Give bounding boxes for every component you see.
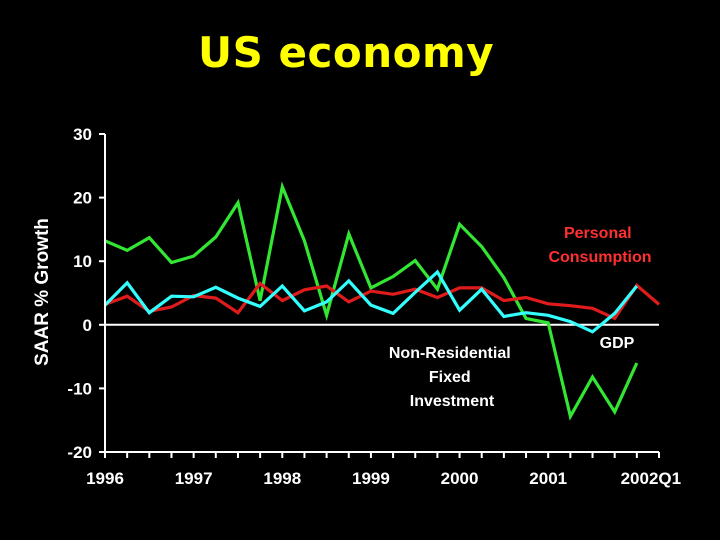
y-tick-label: -20 xyxy=(67,443,92,462)
annotation-non-residential-fixed-investment: Non-Residential Fixed Investment xyxy=(389,345,515,410)
slide-title: US economy xyxy=(198,28,495,77)
series-line-gdp xyxy=(103,269,639,334)
y-tick-label: 10 xyxy=(73,252,92,271)
annotation-personal-consumption-line-2: Consumption xyxy=(548,249,651,266)
x-tick-label: 1996 xyxy=(86,469,124,488)
x-tick-label: 1997 xyxy=(175,469,213,488)
x-tick-label: 2000 xyxy=(441,469,479,488)
annotation-personal-consumption: Personal Consumption xyxy=(548,225,651,266)
x-tick-label: 1999 xyxy=(352,469,390,488)
y-tick-label: 20 xyxy=(73,189,92,208)
series-line-personal-consumption xyxy=(104,281,661,321)
annotation-gdp-line-1: GDP xyxy=(600,335,635,352)
annotation-personal-consumption-line-1: Personal xyxy=(564,225,632,242)
y-tick-label: 0 xyxy=(83,316,92,335)
x-tick-label: 2001 xyxy=(529,469,567,488)
y-tick-label: 30 xyxy=(73,125,92,144)
y-axis-title: SAAR % Growth xyxy=(32,218,53,366)
x-tick-label: 1998 xyxy=(263,469,301,488)
x-tick-label: 2002Q1 xyxy=(621,469,682,488)
annotation-gdp: GDP xyxy=(600,335,635,352)
y-tick-label: -10 xyxy=(67,379,92,398)
annotation-investment-line-1: Non-Residential xyxy=(389,345,511,362)
series-line-non-residential-fixed-investment xyxy=(104,181,639,421)
annotation-investment-line-3: Investment xyxy=(410,393,495,410)
annotation-investment-line-2: Fixed xyxy=(429,369,471,386)
